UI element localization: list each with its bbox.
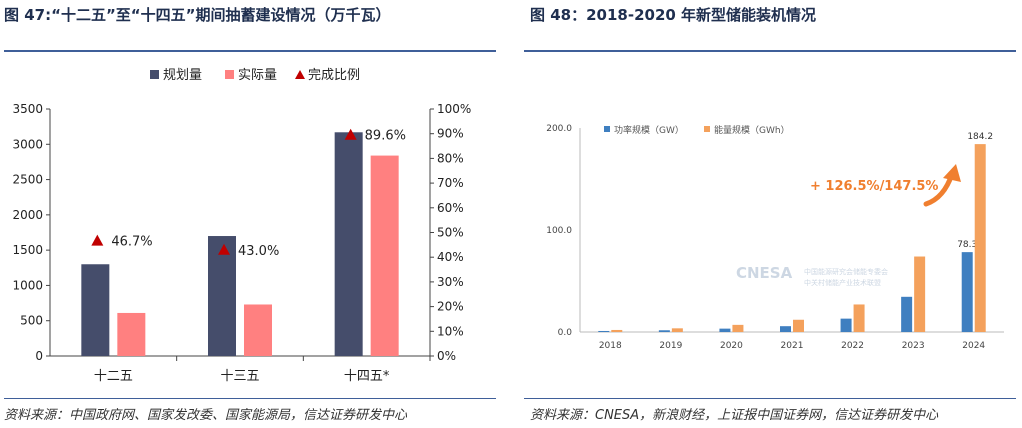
bar-power-gw	[658, 330, 670, 332]
x-tick-label: 2020	[720, 341, 743, 351]
bar-power-gw	[719, 328, 731, 332]
completion-marker	[91, 234, 104, 246]
completion-marker	[218, 243, 230, 255]
legend-label: 实际量	[238, 68, 277, 83]
y-tick-label: 1500	[12, 243, 43, 257]
legend-swatch	[604, 126, 610, 132]
x-tick-label: 2022	[841, 341, 864, 351]
bar-actual	[117, 312, 146, 356]
y2-tick-label: 90%	[437, 127, 464, 141]
y-tick-label: 500	[20, 314, 43, 328]
y2-tick-label: 80%	[437, 151, 464, 165]
watermark-text: 中国能源研究会储能专委会	[804, 267, 888, 276]
right-chart: 0.0 100.0 200.0 功率规模（GW） 能量规模（GWh） CNESA 中国能源研…	[524, 108, 1018, 360]
y2-tick-label: 10%	[437, 324, 464, 338]
bar-power-gw	[780, 326, 791, 332]
bar-power-gw	[840, 318, 852, 332]
y2-tick-label: 70%	[437, 176, 464, 190]
bar-energy-gwh	[974, 144, 986, 332]
x-tick-label: 十四五*	[344, 369, 390, 384]
right-chart-title: 图 48：2018-2020 年新型储能装机情况	[530, 6, 817, 24]
data-label: 184.2	[967, 132, 993, 142]
y-tick-label: 100.0	[546, 226, 572, 236]
y-tick-label: 3000	[12, 137, 43, 151]
y2-tick-label: 0%	[437, 349, 456, 363]
data-label: 78.3	[957, 240, 977, 250]
y-tick-label: 2500	[12, 173, 43, 187]
bar-power-gw	[598, 330, 610, 332]
left-title-rule	[4, 50, 496, 52]
left-source-rule	[4, 398, 496, 399]
chart-background	[524, 108, 1018, 360]
bar-planned	[81, 264, 110, 356]
completion-marker	[344, 128, 357, 140]
y2-tick-label: 20%	[437, 300, 464, 314]
x-tick-label: 2023	[902, 341, 925, 351]
bar-planned	[334, 132, 363, 356]
x-tick-label: 2021	[781, 341, 804, 351]
completion-label: 43.0%	[238, 244, 279, 259]
bar-power-gw	[901, 296, 913, 332]
legend-label: 规划量	[163, 68, 202, 83]
bar-actual	[370, 155, 399, 356]
y-tick-label: 3500	[12, 102, 43, 116]
left-chart: 规划量 实际量 完成比例 0 500 1000 1500 2000 2500 3000 3500 0%…	[12, 68, 471, 384]
legend-swatch	[150, 70, 159, 79]
left-chart-title: 图 47:“十二五”至“十四五”期间抽蓄建设情况（万千瓦）	[4, 6, 391, 24]
bar-power-gw	[961, 252, 973, 332]
bar-energy-gwh	[732, 324, 744, 332]
y-tick-label: 0.0	[558, 328, 573, 338]
x-tick-label: 2024	[962, 341, 985, 351]
bar-energy-gwh	[853, 304, 865, 332]
bar-energy-gwh	[671, 328, 683, 332]
legend-label: 功率规模（GW）	[614, 124, 684, 136]
completion-label: 89.6%	[365, 129, 406, 144]
y-tick-label: 200.0	[546, 124, 572, 134]
y2-tick-label: 60%	[437, 201, 464, 215]
watermark-logo: CNESA	[736, 264, 793, 282]
y-tick-label: 2000	[12, 208, 43, 222]
right-title-rule	[524, 50, 1016, 52]
x-tick-label: 2019	[659, 341, 682, 351]
y2-tick-label: 30%	[437, 275, 464, 289]
right-source-rule	[524, 398, 1016, 399]
bar-actual	[244, 304, 272, 356]
left-source-note: 资料来源：中国政府网、国家发改委、国家能源局，信达证券研发中心	[4, 408, 408, 423]
y-tick-label: 0	[35, 349, 43, 363]
x-tick-label: 十三五	[220, 369, 259, 384]
completion-label: 46.7%	[111, 235, 152, 250]
legend-swatch	[704, 126, 710, 132]
bar-planned	[208, 236, 236, 356]
x-tick-label: 十二五	[94, 369, 133, 384]
growth-arrowhead-icon	[943, 164, 961, 182]
y2-tick-label: 100%	[437, 102, 471, 116]
y2-tick-label: 40%	[437, 250, 464, 264]
growth-annotation: + 126.5%/147.5%	[810, 179, 938, 194]
right-source-note: 资料来源：CNESA，新浪财经，上证报中国证券网，信达证券研发中心	[530, 408, 939, 423]
bar-energy-gwh	[914, 256, 926, 332]
legend-label: 能量规模（GWh）	[714, 124, 790, 136]
y-tick-label: 1000	[12, 278, 43, 292]
bar-energy-gwh	[793, 319, 804, 332]
legend-triangle-icon	[295, 70, 305, 79]
x-tick-label: 2018	[599, 341, 622, 351]
watermark-text: 中关村储能产业技术联盟	[804, 278, 881, 287]
y2-tick-label: 50%	[437, 226, 464, 240]
bar-energy-gwh	[611, 329, 623, 332]
legend-label: 完成比例	[308, 68, 360, 83]
legend-swatch	[225, 70, 234, 79]
